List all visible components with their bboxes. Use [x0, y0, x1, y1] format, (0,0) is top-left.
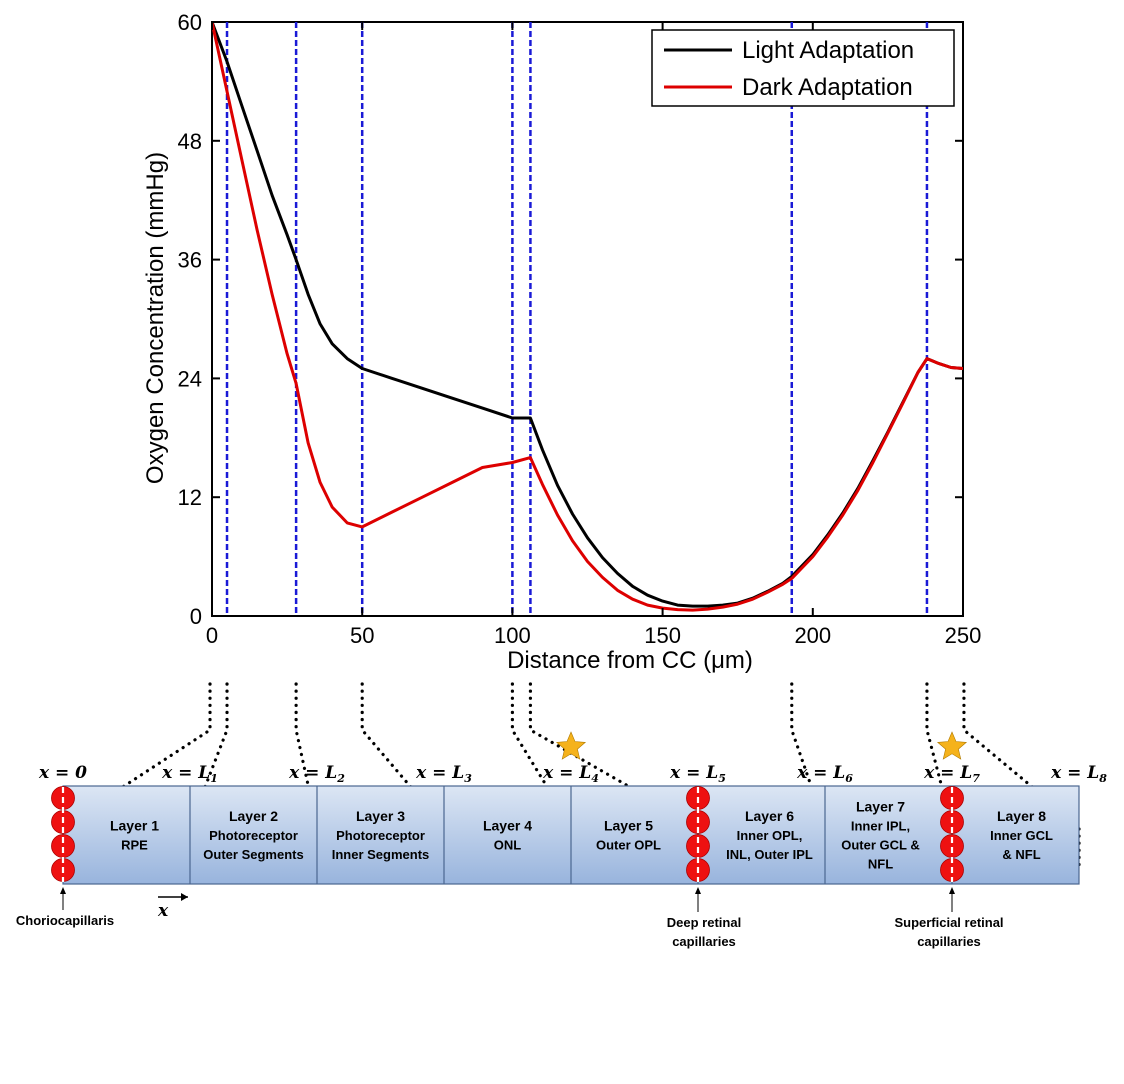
- deep-capillaries-label-line2: capillaries: [672, 934, 736, 949]
- position-labels: x = 0 x = L1 x = L2 x = L3 x = L4 x = L5 x = L…: [38, 763, 1107, 785]
- x-arrow-label: x: [157, 901, 169, 921]
- superficial-capillaries-annotation: Superficial retinal capillaries: [894, 887, 1004, 949]
- x-tick-label: 150: [644, 623, 681, 648]
- position-label-5: x = L5: [669, 763, 726, 785]
- layer-3-label-line-1: Layer 3: [356, 808, 405, 824]
- x-tick-label: 0: [206, 623, 218, 648]
- position-label-1: x = L1: [161, 763, 218, 785]
- layer-1-label-line-1: Layer 1: [110, 818, 159, 834]
- dotted-connector-6: [790, 682, 827, 868]
- position-label-0: x = 0: [38, 763, 87, 783]
- star-marker-l4: [555, 731, 587, 760]
- y-tick-label: 0: [190, 604, 202, 629]
- retina-layer-diagram: x = 0 x = L1 x = L2 x = L3 x = L4 x = L5 x = L…: [16, 731, 1107, 949]
- x-direction-arrow: x: [157, 893, 188, 921]
- position-label-6: x = L6: [796, 763, 853, 785]
- legend-label-light: Light Adaptation: [742, 37, 914, 64]
- layer-6-label-line-1: Layer 6: [745, 808, 794, 824]
- y-tick-label: 36: [178, 248, 202, 273]
- layer-labels: Layer 1 RPE Layer 2 Photoreceptor Outer Segm…: [110, 799, 1053, 872]
- layer-boundary-lines: [225, 22, 929, 616]
- layer-5-label-line-2: Outer OPL: [596, 838, 661, 853]
- layer-6-label-line-2: Inner OPL,: [737, 828, 803, 843]
- layer-6-label-line-3: INL, Outer IPL: [726, 847, 813, 862]
- layer-8-label-line-1: Layer 8: [997, 808, 1046, 824]
- layer-5-label-line-1: Layer 5: [604, 818, 653, 834]
- layer-2-label-line-2: Photoreceptor: [209, 828, 298, 843]
- layer-8-label-line-2: Inner GCL: [990, 828, 1053, 843]
- star-marker-l7: [936, 731, 968, 760]
- position-label-3: x = L3: [415, 763, 472, 785]
- superficial-capillaries-label-line1: Superficial retinal: [894, 915, 1003, 930]
- y-tick-label: 48: [178, 129, 202, 154]
- capillary-columns: [51, 786, 964, 882]
- x-axis-label: Distance from CC (μm): [507, 647, 753, 674]
- superficial-capillaries-label-line2: capillaries: [917, 934, 981, 949]
- line-chart: 0 50 100 150 200 250 0 12 24 36 48 60 Distance fro…: [142, 10, 981, 674]
- x-ticks: 0 50 100 150 200 250: [206, 22, 981, 648]
- superficial-capillaries-column: [940, 786, 964, 882]
- layer-2-label-line-1: Layer 2: [229, 808, 278, 824]
- dotted-connector-8: [962, 682, 1081, 868]
- layer-8-label-line-3: & NFL: [1002, 847, 1040, 862]
- choriocapillaris-arrowhead: [60, 887, 66, 894]
- choriocapillaris-label: Choriocapillaris: [16, 913, 114, 928]
- layer-7-label-line-2: Inner IPL,: [851, 819, 910, 834]
- y-axis-label: Oxygen Concentration (mmHg): [142, 152, 169, 484]
- position-label-2: x = L2: [288, 763, 345, 785]
- series-group: [212, 22, 963, 612]
- x-tick-label: 250: [945, 623, 982, 648]
- position-label-7: x = L7: [923, 763, 980, 785]
- legend-box: [651, 29, 955, 107]
- deep-capillaries-column: [686, 786, 710, 882]
- plot-area: [211, 21, 964, 617]
- deep-capillaries-label-line1: Deep retinal: [667, 915, 741, 930]
- layer-7-label-line-4: NFL: [868, 857, 893, 872]
- y-tick-label: 12: [178, 485, 202, 510]
- layer-4-label-line-2: ONL: [494, 838, 522, 853]
- y-tick-label: 60: [178, 10, 202, 35]
- legend-label-dark: Dark Adaptation: [742, 74, 913, 101]
- x-arrow-head: [181, 893, 188, 901]
- deep-capillaries-arrowhead: [695, 887, 701, 894]
- layer-3-label-line-2: Photoreceptor: [336, 828, 425, 843]
- deep-capillaries-annotation: Deep retinal capillaries: [667, 887, 741, 949]
- series-line-dark: [212, 22, 963, 612]
- choriocapillaris-annotation: Choriocapillaris: [16, 887, 114, 928]
- superficial-capillaries-arrowhead: [949, 887, 955, 894]
- position-label-4: x = L4: [542, 763, 599, 785]
- layer-3-label-line-3: Inner Segments: [332, 847, 430, 862]
- dotted-connector-5: [528, 682, 700, 868]
- star-markers: [555, 731, 968, 760]
- layer-1-label-line-2: RPE: [121, 838, 148, 853]
- dotted-connectors: [61, 682, 1081, 868]
- layer-7-label-line-1: Layer 7: [856, 799, 905, 815]
- y-ticks: 0 12 24 36 48 60: [178, 10, 963, 629]
- x-tick-label: 100: [494, 623, 531, 648]
- x-tick-label: 50: [350, 623, 374, 648]
- x-tick-label: 200: [794, 623, 831, 648]
- layer-2-label-line-3: Outer Segments: [203, 847, 303, 862]
- dotted-connector-7: [925, 682, 954, 868]
- position-label-8: x = L8: [1050, 763, 1107, 785]
- layer-7-label-line-3: Outer GCL &: [841, 838, 920, 853]
- legend: Light Adaptation Dark Adaptation: [651, 29, 955, 107]
- y-tick-label: 24: [178, 366, 202, 391]
- choriocapillaris-column: [51, 786, 75, 882]
- layer-4-label-line-1: Layer 4: [483, 818, 532, 834]
